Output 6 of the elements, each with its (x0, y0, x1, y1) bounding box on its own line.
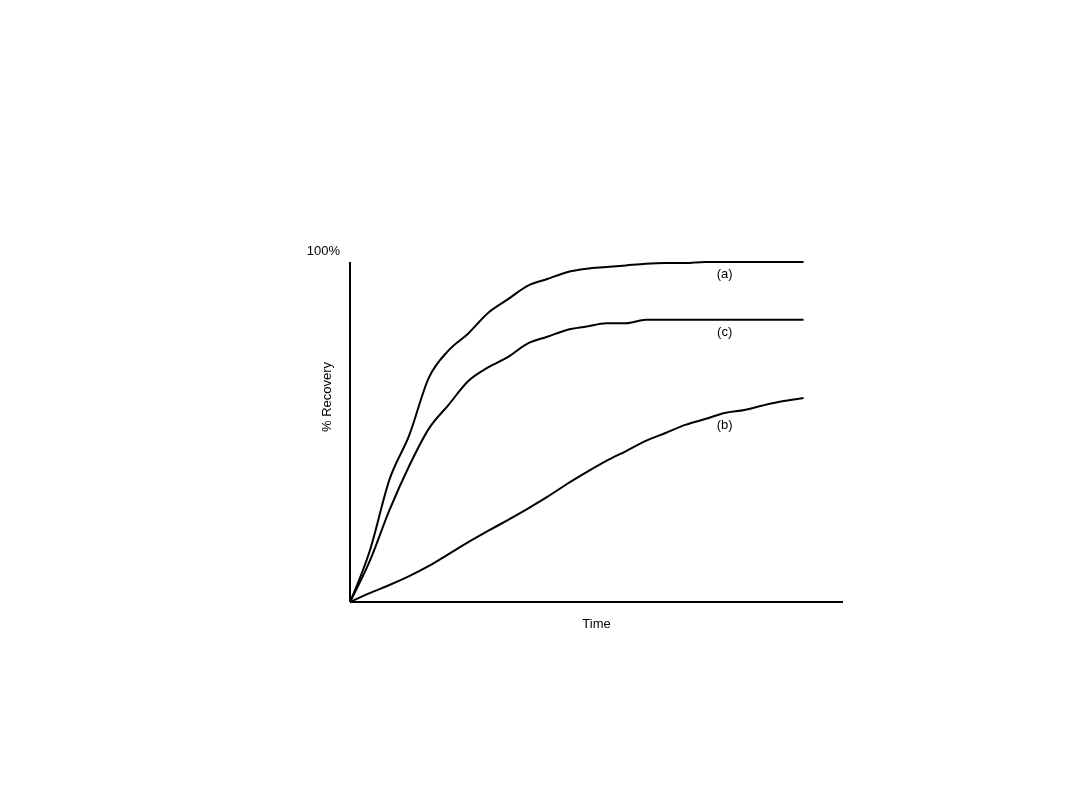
series-label: (c) (717, 323, 733, 339)
x-axis-title: Time (582, 616, 611, 631)
text: 100% (305, 243, 340, 258)
series-label: (a) (716, 266, 733, 281)
y-axis-title: % Recovery (318, 361, 334, 432)
series-label: (b) (716, 416, 733, 432)
